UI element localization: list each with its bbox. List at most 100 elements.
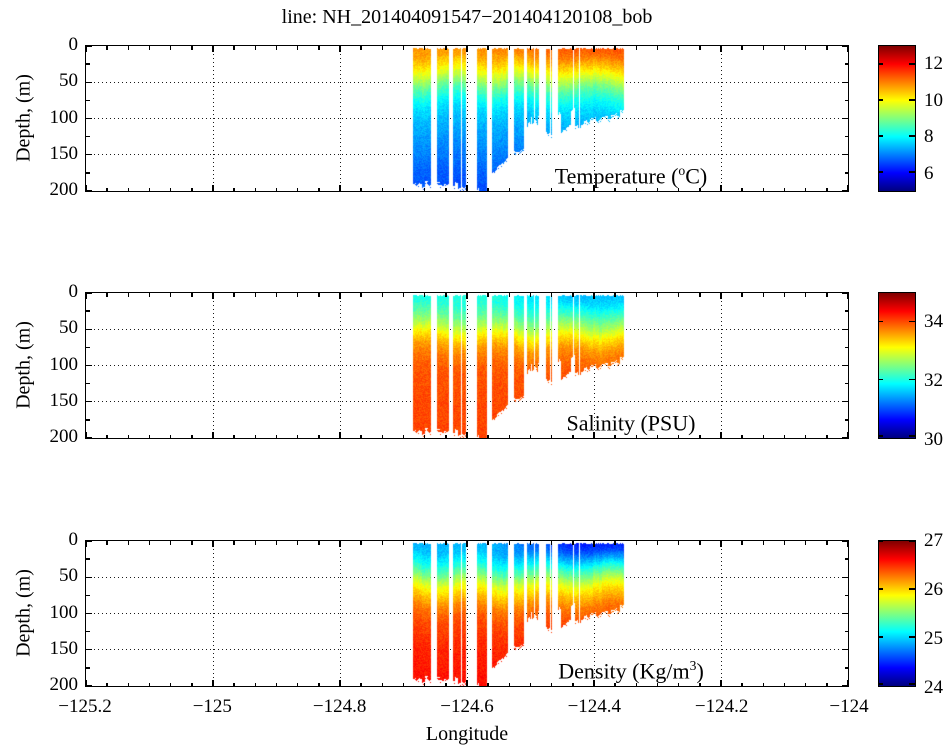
x-tick-mark (318, 682, 320, 686)
x-tick-mark (191, 187, 193, 191)
x-tick-mark (402, 46, 405, 50)
y-tick-mark (86, 117, 92, 120)
y-tick-mark (86, 576, 92, 578)
x-tick-mark (254, 293, 257, 297)
x-tick-mark (762, 541, 765, 545)
x-tick-mark (296, 46, 299, 50)
y-tick-mark (844, 667, 848, 669)
y-tick-label: 200 (49, 426, 79, 447)
y-tick-mark (844, 135, 848, 138)
x-tick-mark (741, 434, 743, 438)
x-tick-mark (656, 293, 659, 297)
x-tick-mark (339, 541, 341, 547)
x-tick-mark (762, 434, 765, 438)
x-tick-mark (593, 185, 595, 191)
x-tick-mark (783, 434, 786, 438)
x-tick-mark (339, 46, 341, 52)
x-tick-mark (423, 434, 426, 438)
x-tick-mark (826, 541, 828, 545)
y-tick-mark (844, 630, 848, 633)
x-tick-mark (148, 46, 151, 50)
x-tick-mark (296, 293, 299, 297)
x-tick-mark (614, 187, 616, 191)
temperature-label-text: Temperature ( (554, 163, 679, 188)
y-tick-label: 100 (49, 106, 79, 128)
x-tick-mark (635, 187, 638, 191)
y-tick-mark (844, 310, 848, 312)
density-label: Density (Kg/m3) (466, 658, 796, 684)
colorbar-tick-mark (909, 435, 915, 437)
x-tick-mark (783, 293, 786, 297)
temperature-y-axis-label: Depth, (m) (12, 73, 35, 162)
x-tick-mark (508, 187, 511, 191)
x-tick-mark (635, 46, 638, 50)
x-tick-mark (127, 293, 130, 297)
x-tick-mark (699, 682, 701, 686)
x-tick-mark (572, 541, 574, 545)
x-tick-mark (402, 187, 405, 191)
x-tick-mark (826, 46, 828, 50)
x-tick-label: −125.2 (58, 696, 112, 717)
y-tick-mark (842, 612, 848, 615)
y-tick-mark (842, 117, 848, 120)
y-tick-label: 0 (68, 34, 79, 55)
figure-title: line: NH_201404091547−201404120108_bob (281, 6, 653, 28)
colorbar-tick-label: 8 (924, 126, 934, 148)
x-tick-mark (804, 541, 807, 545)
y-tick-mark (842, 364, 848, 367)
x-tick-mark (762, 187, 765, 191)
x-tick-label: −124.6 (440, 696, 494, 717)
x-tick-mark (550, 46, 553, 50)
y-tick-mark (86, 630, 90, 633)
x-tick-mark (699, 541, 701, 545)
x-tick-mark (677, 434, 680, 438)
x-tick-mark (127, 187, 130, 191)
colorbar-tick-mark (909, 99, 915, 101)
y-tick-mark (86, 310, 90, 312)
x-tick-mark (296, 682, 299, 686)
x-tick-mark (148, 293, 151, 297)
x-tick-mark (381, 682, 384, 686)
x-tick-mark (254, 682, 257, 686)
x-tick-mark (804, 682, 807, 686)
x-tick-mark (445, 541, 447, 545)
y-tick-mark (86, 63, 90, 65)
x-tick-mark (550, 187, 553, 191)
x-tick-mark (360, 434, 362, 438)
x-tick-mark (254, 187, 257, 191)
x-tick-mark (572, 46, 574, 50)
salinity-axes: Salinity (PSU) (85, 292, 849, 439)
y-tick-mark (842, 685, 848, 686)
x-tick-mark (254, 541, 257, 545)
x-tick-mark (487, 541, 489, 545)
y-tick-mark (86, 419, 90, 421)
x-tick-mark (318, 46, 320, 50)
x-tick-mark (656, 46, 659, 50)
colorbar-tick-mark (909, 171, 915, 173)
salinity-section-canvas (86, 293, 848, 438)
x-axis-label: Longitude (425, 723, 509, 745)
y-tick-mark (86, 99, 90, 102)
x-tick-mark (148, 434, 151, 438)
density-axes: Density (Kg/m3) (85, 540, 849, 687)
x-tick-mark (529, 187, 532, 191)
x-tick-mark (699, 434, 701, 438)
x-tick-mark (847, 46, 848, 52)
x-tick-label: −124.2 (694, 696, 749, 717)
x-tick-mark (635, 293, 638, 297)
y-tick-mark (842, 154, 848, 156)
x-tick-mark (572, 187, 574, 191)
x-tick-mark (445, 434, 447, 438)
x-tick-mark (487, 46, 489, 50)
colorbar-tick-mark (879, 378, 883, 380)
x-tick-mark (677, 682, 680, 686)
x-tick-mark (254, 46, 257, 50)
x-tick-mark (466, 680, 468, 686)
salinity-label-text: Salinity (PSU) (566, 410, 696, 435)
x-tick-mark (339, 185, 341, 191)
colorbar-tick-mark (879, 435, 883, 437)
x-tick-mark (191, 293, 193, 297)
y-tick-mark (86, 346, 90, 349)
colorbar-tick-mark (879, 135, 883, 137)
x-tick-mark (847, 541, 848, 547)
